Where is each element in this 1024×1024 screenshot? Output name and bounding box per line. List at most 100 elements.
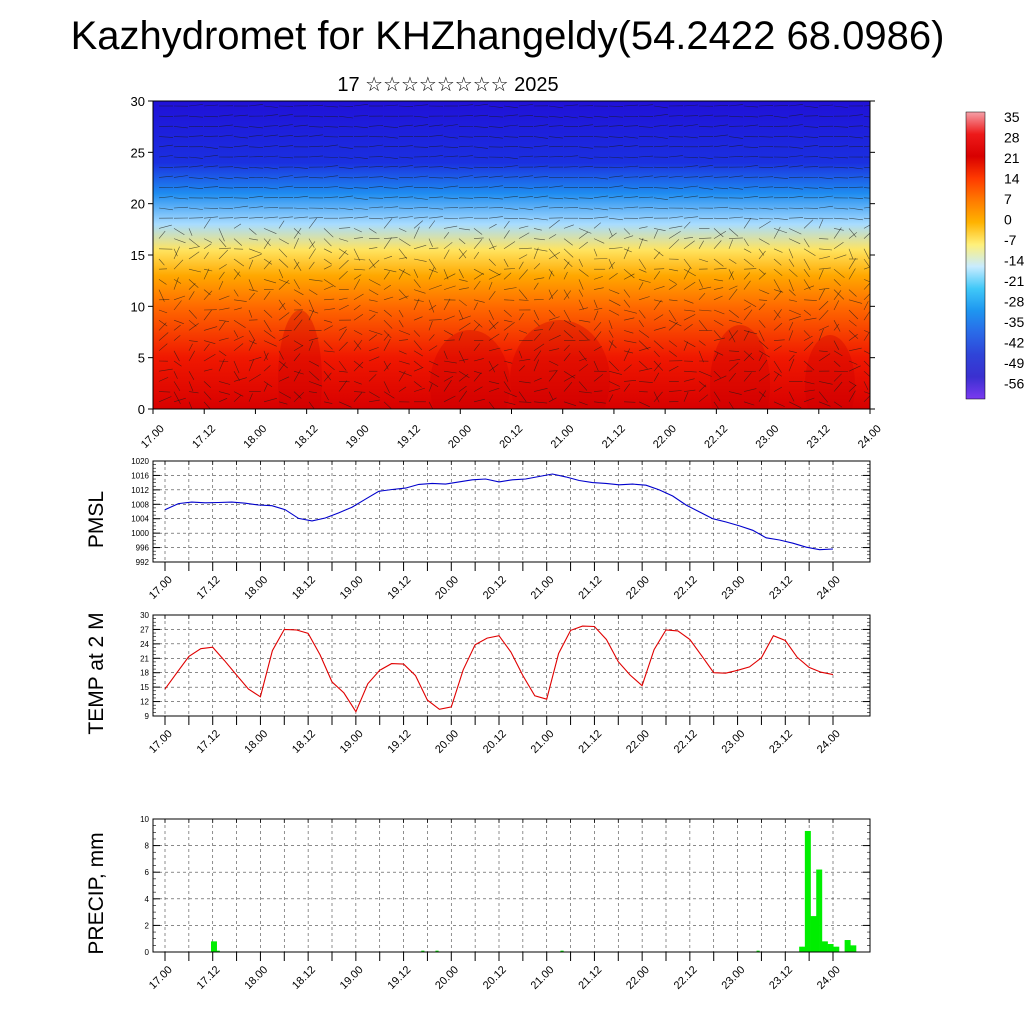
wind-vector (383, 333, 390, 341)
wind-vector (338, 250, 347, 260)
wind-vector (563, 374, 576, 382)
wind-vector (173, 319, 184, 324)
wind-vector (188, 381, 194, 392)
wind-vector (578, 364, 589, 372)
wind-vector (623, 156, 639, 159)
x-tick-label: 23.00 (719, 574, 747, 602)
wind-vector (713, 352, 719, 362)
x-tick-label: 22.00 (651, 423, 679, 451)
wind-vector (773, 309, 782, 321)
wind-vector (323, 238, 332, 247)
wind-vector (848, 268, 856, 280)
wind-vector (278, 350, 284, 360)
wind-vector (533, 319, 540, 327)
wind-vector (488, 115, 504, 118)
warm-cell (710, 325, 770, 409)
wind-vector (743, 217, 759, 220)
colorbar-label: -28 (1004, 294, 1024, 310)
wind-vector (398, 386, 407, 392)
wind-vector (368, 176, 384, 178)
warm-cell (430, 330, 510, 409)
wind-vector (518, 254, 528, 260)
wind-vector (863, 301, 869, 311)
wind-vector (698, 187, 713, 190)
wind-vector (263, 166, 278, 170)
wind-vector (593, 258, 608, 260)
wind-vector (458, 390, 468, 402)
wind-vector (773, 165, 788, 168)
wind-vector (608, 388, 621, 392)
wind-vector (323, 105, 339, 108)
precip-bar (810, 916, 814, 952)
wind-vector (608, 381, 620, 387)
wind-vector (503, 114, 518, 117)
wind-vector (323, 372, 332, 382)
wind-vector (488, 216, 503, 219)
wind-vector (263, 187, 278, 190)
wind-vector (518, 381, 531, 384)
wind-vector (758, 289, 770, 295)
wind-vector (533, 263, 541, 270)
wind-vector (473, 146, 488, 149)
wind-vector (188, 251, 200, 260)
wind-vector (548, 334, 561, 341)
wind-vector (608, 185, 623, 188)
wind-vector (623, 165, 639, 168)
wind-vector (863, 232, 870, 239)
wind-vector (848, 360, 858, 365)
wind-vector (863, 177, 870, 179)
wind-vector (293, 279, 300, 290)
y-tick-label: 1000 (131, 529, 149, 538)
wind-vector (188, 104, 203, 107)
wind-vector (383, 165, 399, 168)
y-tick-label: 18 (140, 669, 149, 678)
wind-vector (428, 166, 444, 168)
wind-vector (578, 330, 589, 341)
wind-vector (368, 374, 377, 382)
colorbar: 35 28 21 14 7 0 -7 -14 -21 -28 -35 -42 -49 -56 (965, 109, 1024, 400)
wind-vector (818, 309, 829, 321)
wind-vector (668, 175, 683, 178)
wind-vector (233, 371, 240, 381)
wind-vector (578, 207, 593, 210)
wind-vector (383, 206, 398, 209)
wind-vector (638, 381, 653, 383)
wind-vector (263, 114, 278, 117)
wind-vector (713, 258, 724, 267)
wind-vector (443, 136, 458, 139)
wind-vector (428, 247, 439, 250)
wind-vector (533, 186, 549, 188)
wind-vector (293, 216, 308, 219)
wind-vector (638, 330, 650, 338)
wind-vector (788, 238, 801, 245)
wind-vector (218, 307, 230, 311)
wind-vector (413, 387, 425, 392)
wind-vector (578, 115, 593, 119)
wind-vector (488, 401, 495, 409)
wind-vector (368, 309, 378, 314)
wind-vector (308, 381, 323, 387)
x-tick-label: 17.12 (195, 728, 223, 756)
wind-vector (338, 370, 348, 373)
wind-vector (623, 176, 639, 178)
wind-vector (698, 126, 714, 128)
colorbar-label: -7 (1004, 232, 1017, 248)
wind-vector (533, 195, 548, 199)
wind-vector (188, 135, 204, 137)
wind-vector (728, 228, 739, 237)
x-tick-label: 21.00 (529, 964, 557, 992)
wind-vector (308, 309, 319, 314)
wind-vector (533, 115, 549, 118)
x-tick-label: 22.12 (702, 423, 730, 451)
wind-vector (203, 268, 210, 280)
wind-vector (308, 155, 324, 158)
wind-vector (173, 248, 178, 257)
wind-vector (683, 341, 688, 351)
wind-vector (353, 381, 362, 385)
wind-vector (518, 247, 532, 250)
wind-vector (443, 242, 453, 250)
wind-vector (488, 273, 502, 280)
wind-vector (233, 177, 249, 179)
wind-vector (833, 254, 847, 260)
wind-vector (338, 341, 348, 352)
